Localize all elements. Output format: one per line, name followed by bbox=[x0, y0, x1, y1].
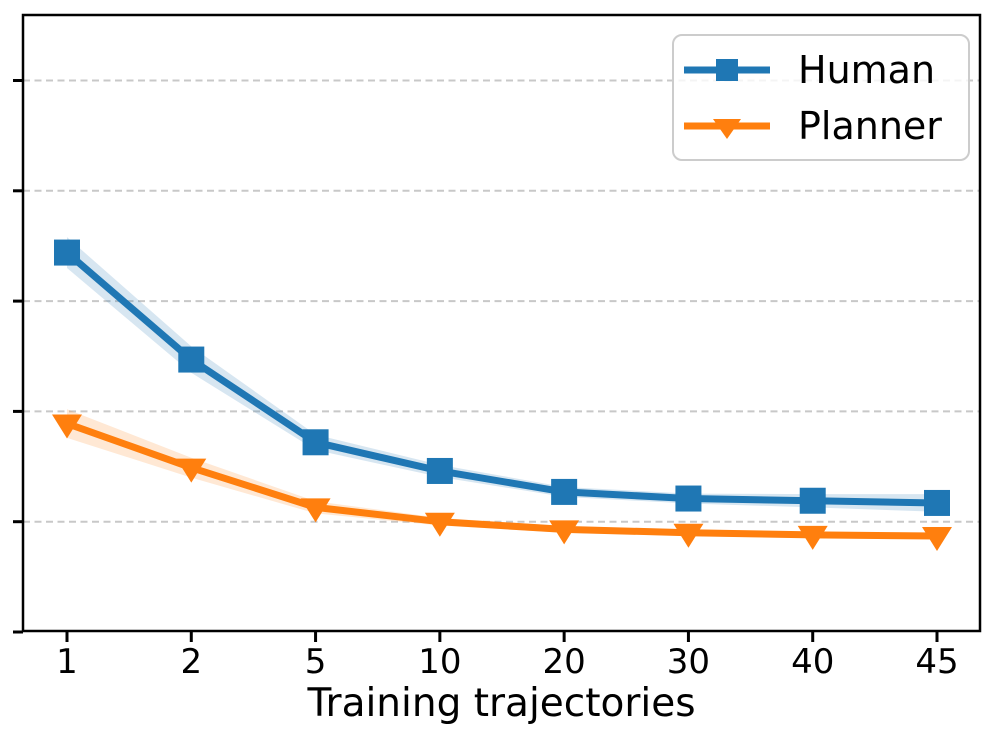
x-tick-label: 1 bbox=[56, 642, 78, 682]
legend-row-human: Human bbox=[684, 45, 968, 95]
x-tick-label: 45 bbox=[915, 642, 958, 682]
marker-triangle-down bbox=[797, 525, 828, 550]
legend-row-planner: Planner bbox=[684, 101, 968, 151]
confidence-band-planner bbox=[67, 409, 937, 540]
marker-square bbox=[924, 489, 950, 516]
marker-triangle-down bbox=[300, 498, 331, 523]
x-tick-label: 5 bbox=[305, 642, 327, 682]
marker-square bbox=[675, 485, 702, 512]
series-line-planner bbox=[65, 420, 938, 540]
legend-label-planner: Planner bbox=[798, 103, 942, 148]
x-tick-label: 40 bbox=[791, 642, 834, 682]
marker-square bbox=[302, 429, 329, 456]
marker-square bbox=[799, 487, 826, 514]
x-tick-label: 20 bbox=[543, 642, 586, 682]
series-line-human bbox=[64, 249, 938, 507]
x-axis-label: Training trajectories bbox=[307, 681, 696, 726]
x-tick-label: 2 bbox=[180, 642, 202, 682]
legend: Human Planner bbox=[672, 34, 970, 161]
marker-square bbox=[178, 346, 205, 373]
marker-square bbox=[54, 239, 80, 266]
legend-marker-square bbox=[716, 58, 738, 81]
marker-square bbox=[551, 478, 578, 505]
axes-spines bbox=[21, 13, 982, 633]
legend-sample-human bbox=[684, 58, 770, 81]
marker-triangle-down bbox=[176, 458, 207, 483]
marker-triangle-down bbox=[922, 527, 952, 552]
x-tick-label: 10 bbox=[418, 642, 461, 682]
legend-marker-triangle-down bbox=[713, 118, 741, 139]
marker-triangle-down bbox=[673, 523, 704, 548]
marker-triangle-down bbox=[52, 414, 82, 439]
legend-label-human: Human bbox=[798, 47, 936, 92]
x-tick-label: 30 bbox=[667, 642, 710, 682]
legend-sample-planner bbox=[684, 118, 770, 139]
marker-square bbox=[426, 457, 453, 484]
marker-triangle-down bbox=[424, 512, 455, 537]
marker-triangle-down bbox=[549, 520, 580, 545]
